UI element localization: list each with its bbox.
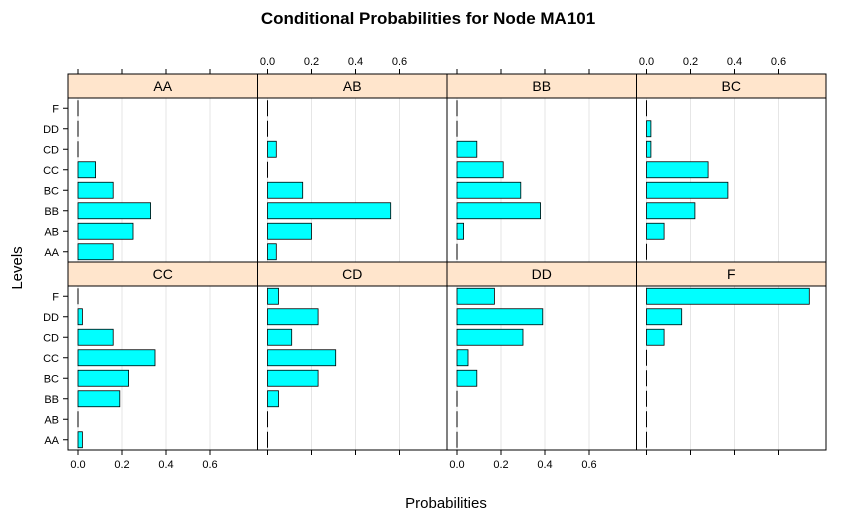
x-tick-label-top: 0.6	[392, 56, 407, 68]
bar-cc-cc	[77, 349, 156, 367]
y-axis-label: Levels	[9, 246, 26, 289]
axes: AA AB BB BC CC CD DD F AA AB BB BC CC CD DD F 0.0 0.2 0.4 0…	[43, 56, 786, 471]
bar-cc-bc	[77, 369, 129, 387]
panel-strip-label: F	[727, 266, 736, 282]
bar-bb-bb	[456, 202, 541, 220]
y-tick-label: AA	[44, 435, 59, 447]
x-tick-label-bottom: 0.6	[202, 459, 217, 471]
bar-aa-aa	[77, 243, 114, 261]
bar-dd-cd	[456, 328, 524, 346]
x-tick-label-bottom: 0.0	[449, 459, 464, 471]
y-tick-label: AB	[44, 414, 59, 426]
panel-cd: CD	[257, 261, 448, 451]
y-tick-label: DD	[43, 312, 59, 324]
y-tick-label: AA	[44, 247, 59, 259]
x-tick-label-top: 0.0	[260, 56, 275, 68]
y-tick-label: CD	[43, 332, 59, 344]
panel-aa: AA	[67, 73, 258, 263]
panel-ab: AB	[257, 73, 448, 263]
panel-bb: BB	[446, 73, 637, 263]
bar-f-cd	[646, 328, 665, 346]
panel-f: F	[636, 261, 827, 451]
bar-dd-bc	[456, 369, 478, 387]
x-tick-label-top: 0.2	[683, 56, 698, 68]
bar-bc-bb	[646, 202, 696, 220]
bar-aa-cc	[77, 161, 97, 179]
panel-strip	[67, 73, 258, 99]
bar-dd-dd	[456, 308, 544, 326]
bar-f-f	[646, 287, 810, 305]
bar-cc-bb	[77, 390, 121, 408]
panel-dd: DD	[446, 261, 637, 451]
x-tick-label-top: 0.2	[304, 56, 319, 68]
bar-bb-cd	[456, 140, 478, 158]
bar-cd-f	[267, 287, 279, 305]
bar-bb-bc	[456, 181, 522, 199]
y-tick-label: BC	[44, 373, 59, 385]
bar-cd-cd	[267, 328, 293, 346]
bar-ab-aa	[267, 243, 277, 261]
panel-frame	[636, 261, 827, 451]
bar-cc-dd	[77, 308, 83, 326]
y-tick-label: F	[52, 291, 59, 303]
x-tick-label-top: 0.0	[639, 56, 654, 68]
bar-bc-ab	[646, 222, 665, 240]
panel-strip	[446, 261, 637, 287]
x-axis-label: Probabilities	[405, 495, 487, 512]
x-tick-label-bottom: 0.6	[581, 459, 596, 471]
x-tick-label-top: 0.4	[727, 56, 742, 68]
bar-ab-bb	[267, 202, 392, 220]
bar-dd-cc	[456, 349, 469, 367]
panel-strip-label: AB	[343, 78, 362, 94]
panel-strip-label: AA	[153, 78, 172, 94]
x-tick-label-top: 0.6	[771, 56, 786, 68]
y-tick-label: CC	[43, 165, 59, 177]
bar-cd-bc	[267, 369, 319, 387]
y-tick-label: CC	[43, 353, 59, 365]
x-tick-label-bottom: 0.0	[70, 459, 85, 471]
y-tick-label: F	[52, 103, 59, 115]
y-tick-label: BC	[44, 185, 59, 197]
x-tick-label-bottom: 0.2	[114, 459, 129, 471]
y-tick-label: DD	[43, 124, 59, 136]
bar-cc-cd	[77, 328, 114, 346]
panel-cc: CC	[67, 261, 258, 451]
panels: AA AB BB BC CC CD DD F	[67, 73, 827, 451]
bar-cd-cc	[267, 349, 337, 367]
x-tick-label-bottom: 0.2	[493, 459, 508, 471]
bar-cc-aa	[77, 431, 83, 449]
y-tick-label: CD	[43, 144, 59, 156]
panel-strip-label: DD	[532, 266, 552, 282]
bar-bc-dd	[646, 120, 652, 138]
bar-cd-dd	[267, 308, 319, 326]
bar-aa-ab	[77, 222, 134, 240]
bar-ab-cd	[267, 140, 277, 158]
x-tick-label-bottom: 0.4	[537, 459, 552, 471]
chart-title: Conditional Probabilities for Node MA101	[261, 9, 595, 28]
bar-ab-bc	[267, 181, 304, 199]
y-tick-label: AB	[44, 226, 59, 238]
panel-strip-label: CD	[342, 266, 362, 282]
bar-bb-ab	[456, 222, 464, 240]
bar-cd-bb	[267, 390, 279, 408]
y-tick-label: BB	[44, 394, 59, 406]
bar-f-dd	[646, 308, 683, 326]
bar-bc-cc	[646, 161, 709, 179]
x-tick-label-bottom: 0.4	[158, 459, 173, 471]
bar-bb-cc	[456, 161, 504, 179]
bar-aa-bb	[77, 202, 151, 220]
bar-ab-ab	[267, 222, 312, 240]
bar-dd-f	[456, 287, 495, 305]
panel-strip-label: BC	[722, 78, 741, 94]
panel-bc: BC	[636, 73, 827, 263]
bar-bc-bc	[646, 181, 729, 199]
panel-strip-label: CC	[153, 266, 173, 282]
panel-strip-label: BB	[532, 78, 551, 94]
y-tick-label: BB	[44, 206, 59, 218]
bar-aa-bc	[77, 181, 114, 199]
x-tick-label-top: 0.4	[348, 56, 363, 68]
panel-strip	[446, 73, 637, 99]
bar-bc-cd	[646, 140, 652, 158]
